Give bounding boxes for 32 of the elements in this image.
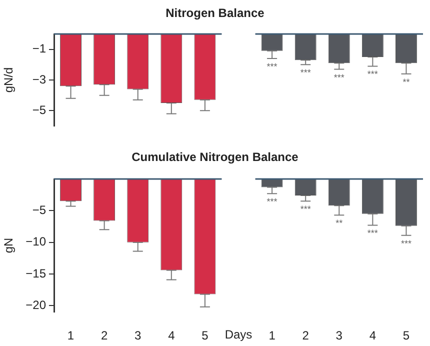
x-axis-title: Days [224,327,252,342]
y-axis-title: gN [2,238,16,254]
y-tick-label: −5 [32,202,46,217]
data-label: *** [266,62,278,72]
x-tick-label: 4 [168,328,176,343]
y-tick-label: −10 [26,234,46,249]
x-tick-label: 2 [100,328,108,343]
y-axis-title: gN/d [2,67,16,93]
y-tick-label: −1 [32,42,46,56]
x-tick-label: 4 [369,328,376,343]
data-label: ** [336,218,344,228]
chart-title: Cumulative Nitrogen Balance [130,150,300,164]
y-tick-label: −3 [32,72,46,86]
data-label: *** [300,204,312,214]
data-label: *** [266,196,278,207]
data-label: *** [334,72,345,82]
x-tick-label: 1 [67,328,74,343]
x-tick-label: 1 [268,328,276,343]
data-label: ** [402,76,410,87]
data-label: *** [367,228,378,238]
x-tick-label: 2 [302,328,310,343]
x-tick-label: 5 [402,328,410,343]
y-tick-label: −15 [26,266,46,280]
data-label: *** [400,238,412,248]
data-label: *** [300,68,312,78]
x-tick-label: 3 [134,328,142,343]
data-label: *** [367,69,378,80]
x-tick-label: 3 [336,328,343,343]
y-tick-label: −5 [32,102,46,117]
chart-title: Nitrogen Balance [164,6,266,20]
x-tick-label: 5 [202,328,209,343]
y-tick-label: −20 [26,298,46,312]
